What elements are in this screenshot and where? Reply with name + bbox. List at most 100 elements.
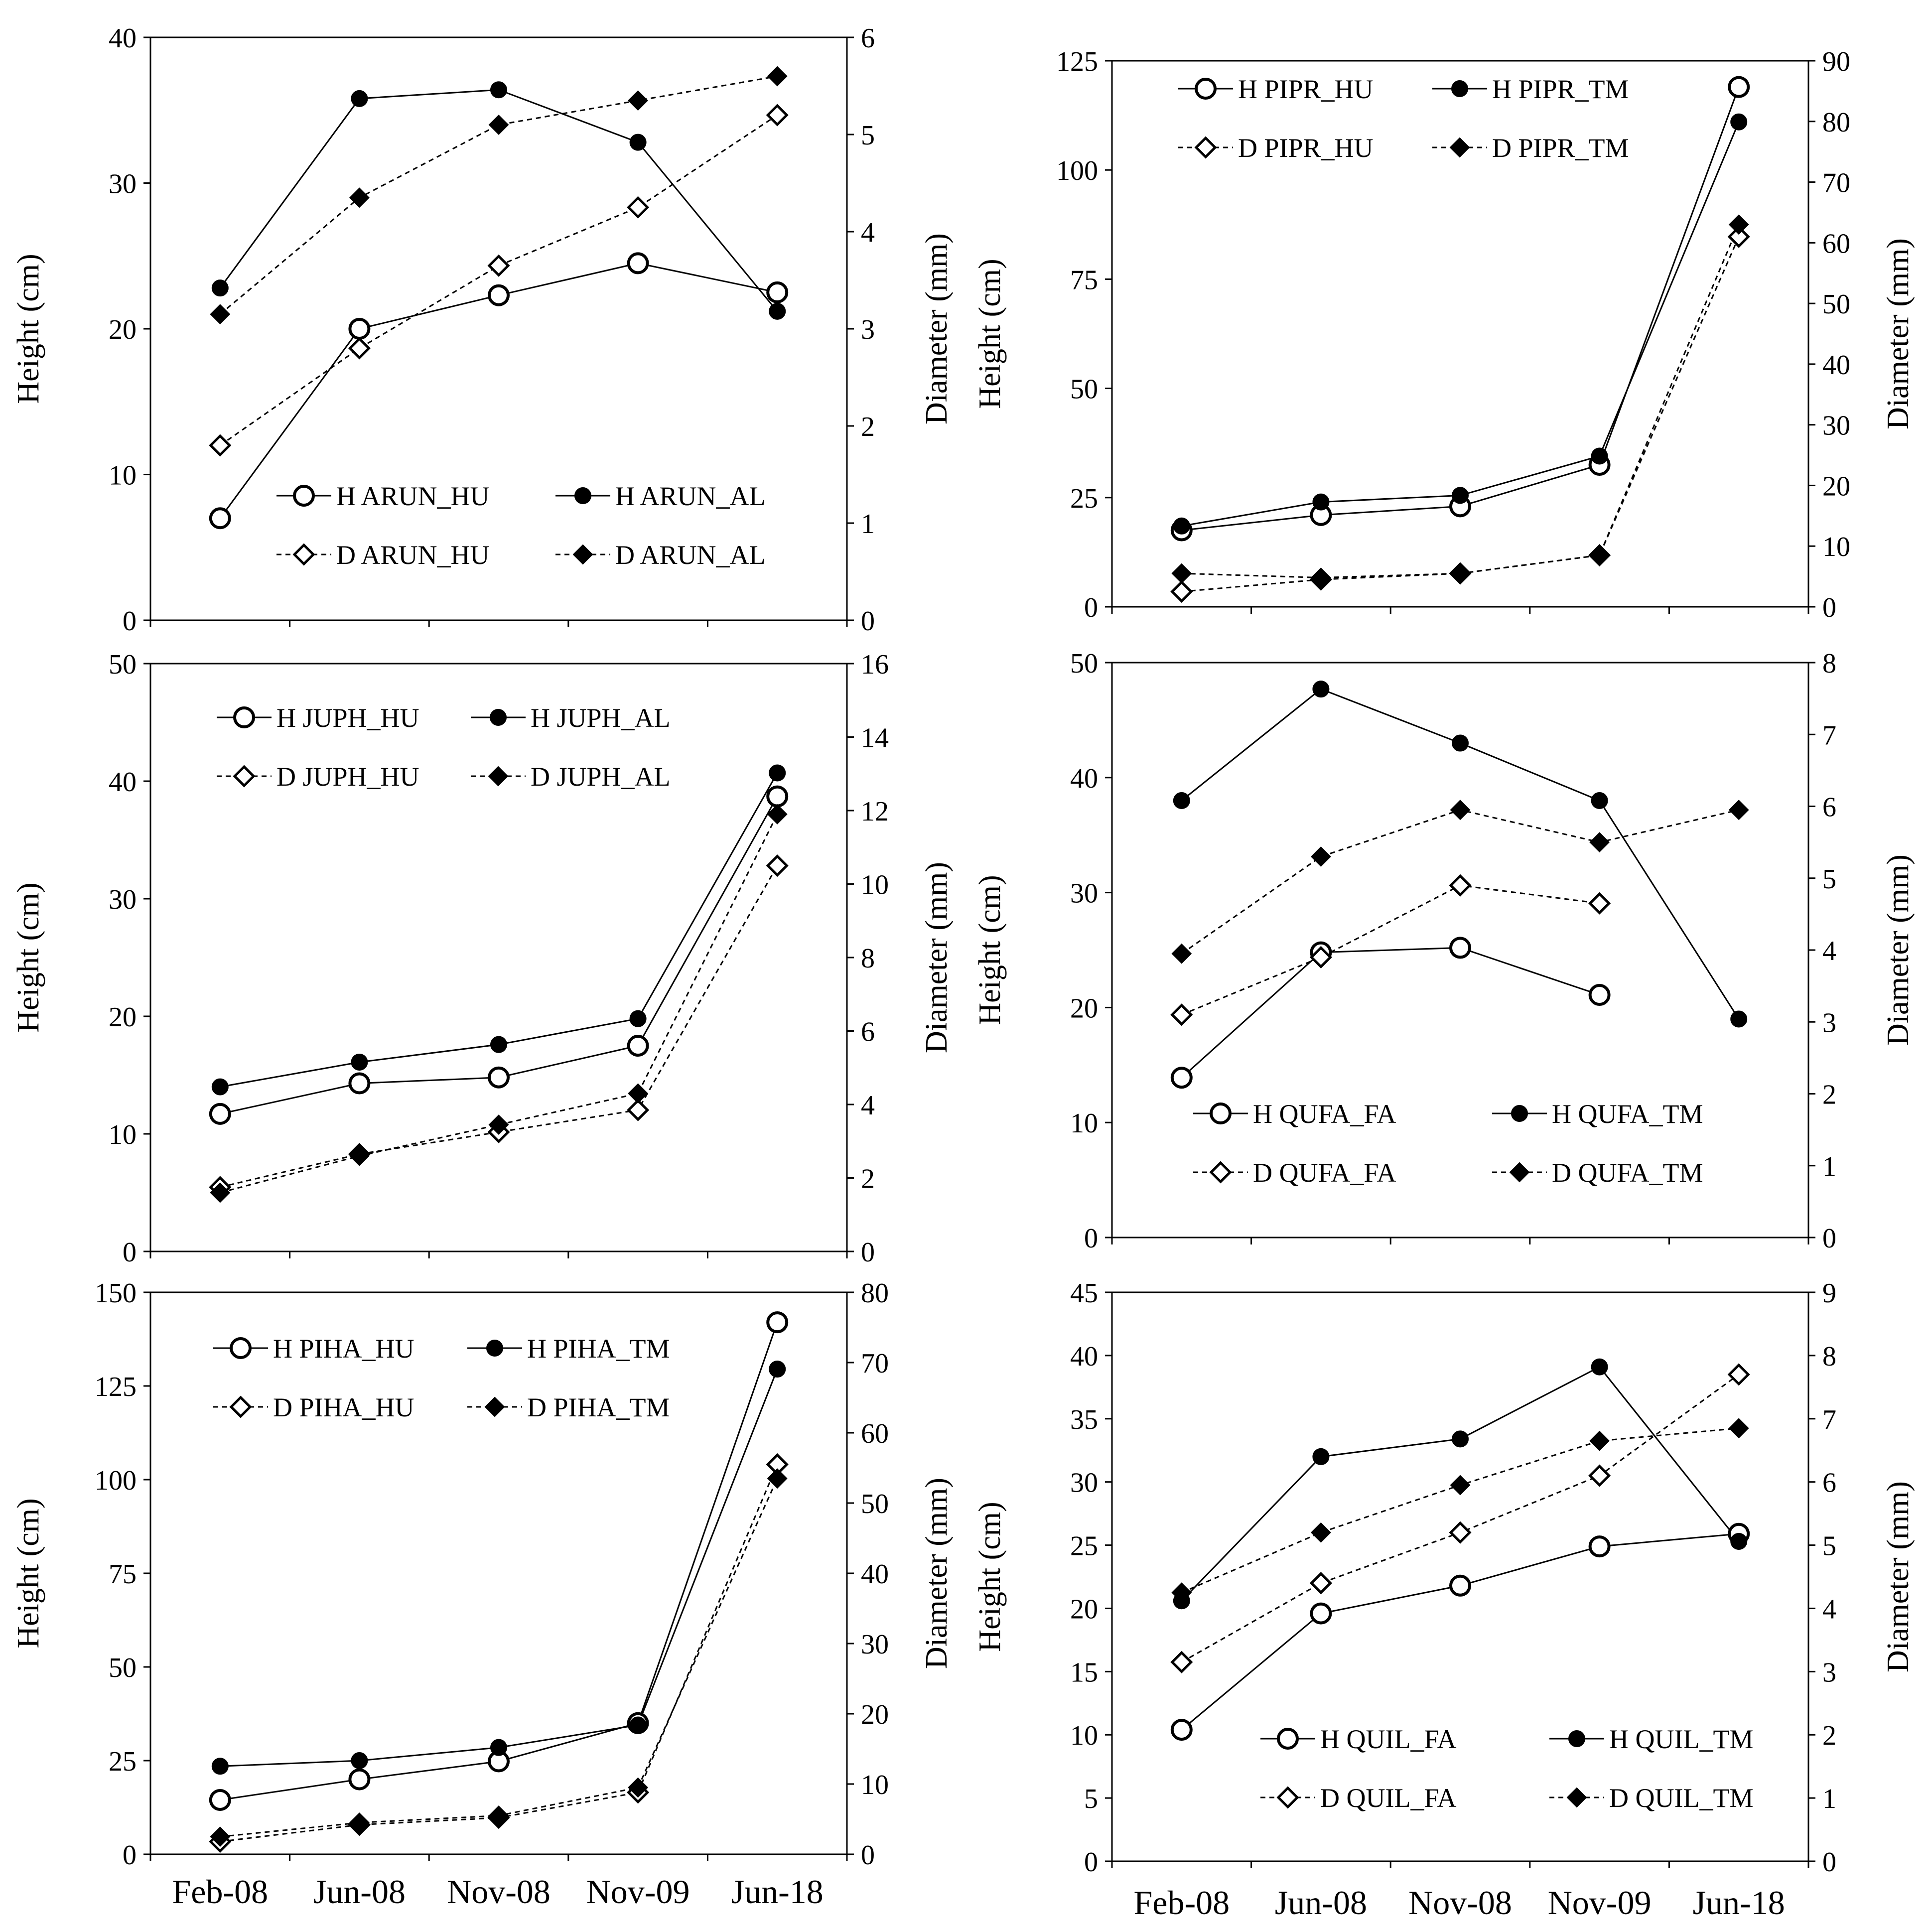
legend-label: H QUFA_TM [1552, 1099, 1703, 1129]
right-tick-label: 70 [1822, 168, 1850, 199]
data-point-open-circle [1170, 1719, 1193, 1741]
legend-marker-filled-circle [1568, 1730, 1585, 1747]
left-tick-label: 40 [1070, 763, 1098, 794]
left-tick-label: 20 [109, 1002, 137, 1033]
right-tick-label: 5 [861, 120, 875, 151]
data-point-filled-circle [1730, 1010, 1748, 1028]
data-point-open-circle [1588, 984, 1611, 1006]
left-tick-label: 125 [95, 1372, 137, 1402]
right-tick-label: 1 [861, 509, 875, 540]
right-tick-label: 40 [861, 1559, 889, 1590]
data-point-filled-circle [1312, 1448, 1330, 1465]
right-tick-label: 5 [1822, 864, 1836, 895]
series-line-h-qufa-fa [1181, 947, 1600, 1079]
legend-marker-filled-diamond [488, 766, 509, 787]
left-tick-label: 20 [1070, 1594, 1098, 1625]
y2-axis-title: Diameter (mm) [920, 862, 954, 1053]
right-tick-label: 2 [861, 1164, 875, 1195]
data-point-open-circle [1588, 1535, 1611, 1558]
left-tick-label: 30 [109, 884, 137, 915]
legend-marker-filled-circle [1451, 80, 1468, 97]
series-line-d-piha-hu [220, 1464, 778, 1843]
legend-label: H PIHA_TM [527, 1334, 670, 1364]
left-tick-label: 35 [1070, 1404, 1098, 1435]
data-point-filled-diamond [1310, 1522, 1331, 1543]
right-tick-label: 10 [861, 870, 889, 901]
data-point-filled-diamond [767, 1468, 788, 1489]
x-category-label: Feb-08 [172, 1873, 268, 1911]
plot-frame [1111, 1291, 1809, 1862]
series-line-h-pipr-tm [1181, 122, 1740, 527]
data-point-open-circle [766, 785, 789, 808]
data-point-filled-diamond [1171, 943, 1192, 964]
left-tick-label: 30 [1070, 878, 1098, 909]
data-point-open-diamond [1449, 1521, 1472, 1544]
plot-frame [1111, 60, 1809, 608]
left-tick-label: 10 [109, 460, 137, 491]
legend-marker-filled-circle [1511, 1105, 1528, 1122]
series-line-d-quil-tm [1181, 1427, 1739, 1594]
legend-label: D JUPH_AL [531, 762, 671, 792]
data-point-filled-circle [629, 134, 647, 151]
data-point-filled-circle [351, 90, 368, 107]
data-point-open-circle [209, 1102, 231, 1125]
series-line-d-piha-tm [220, 1478, 778, 1838]
right-tick-label: 1 [1822, 1784, 1836, 1814]
left-tick-label: 0 [123, 606, 137, 637]
legend-label: D QUIL_TM [1609, 1783, 1753, 1813]
x-category-label: Jun-18 [1693, 1884, 1785, 1922]
left-tick-label: 40 [1070, 1341, 1098, 1372]
left-tick-label: 100 [1056, 155, 1098, 186]
data-point-filled-circle [1452, 1430, 1469, 1448]
data-point-open-diamond [1170, 1003, 1193, 1026]
x-category-label: Nov-09 [1548, 1884, 1652, 1922]
data-point-filled-diamond [1310, 846, 1331, 867]
legend-label: D PIPR_HU [1238, 133, 1374, 163]
legend-label: H PIPR_TM [1492, 74, 1629, 104]
right-tick-label: 6 [1822, 792, 1836, 823]
data-point-open-diamond [766, 854, 789, 877]
right-tick-label: 6 [861, 23, 875, 54]
series-line-d-arun-al [219, 75, 778, 315]
data-point-open-diamond [348, 337, 371, 360]
legend-label: H QUFA_FA [1253, 1099, 1396, 1129]
data-point-filled-diamond [488, 115, 509, 135]
panel-3: 0 10 20 30 40 50 0 2 4 6 8 10 12 14 16 Height (cm) Diame… [11, 649, 954, 1268]
legend-label: D ARUN_AL [615, 540, 766, 570]
legend-marker-filled-diamond [484, 1396, 505, 1417]
data-point-filled-diamond [210, 1826, 231, 1847]
data-point-filled-diamond [628, 1083, 649, 1104]
data-point-open-circle [766, 281, 789, 303]
data-point-filled-circle [351, 1752, 368, 1769]
legend-marker-open-diamond [1194, 136, 1217, 159]
left-tick-label: 0 [123, 1840, 137, 1871]
data-point-filled-circle [211, 1078, 229, 1096]
data-point-open-diamond [1727, 1363, 1750, 1386]
x-category-label: Jun-08 [1275, 1884, 1367, 1922]
right-tick-label: 2 [861, 412, 875, 442]
data-point-filled-diamond [1450, 563, 1471, 584]
data-point-filled-circle [211, 1758, 229, 1775]
panel-1: 0 10 20 30 40 0 1 2 3 4 5 6 Height (cm) Diameter (mm)… [11, 23, 954, 637]
legend-label: D PIHA_TM [527, 1392, 670, 1422]
data-point-filled-diamond [767, 804, 788, 825]
right-tick-label: 0 [1822, 592, 1836, 623]
legend-marker-filled-diamond [1449, 137, 1470, 158]
data-point-filled-circle [1452, 734, 1469, 752]
x-category-label: Jun-08 [313, 1873, 406, 1911]
y2-axis-title: Diameter (mm) [1881, 854, 1915, 1046]
legend-marker-filled-diamond [572, 544, 593, 565]
left-tick-label: 50 [1070, 374, 1098, 405]
y-axis-title: Height (cm) [973, 259, 1007, 409]
right-tick-label: 3 [861, 314, 875, 345]
data-point-filled-diamond [1310, 567, 1331, 588]
data-point-filled-diamond [1450, 800, 1471, 821]
right-tick-label: 7 [1822, 720, 1836, 751]
left-tick-label: 30 [109, 169, 137, 200]
data-point-open-diamond [1309, 946, 1332, 968]
right-tick-label: 12 [861, 796, 889, 827]
y-axis-title: Height (cm) [11, 882, 45, 1032]
legend-label: H PIPR_HU [1238, 74, 1374, 104]
data-point-open-circle [209, 507, 231, 530]
